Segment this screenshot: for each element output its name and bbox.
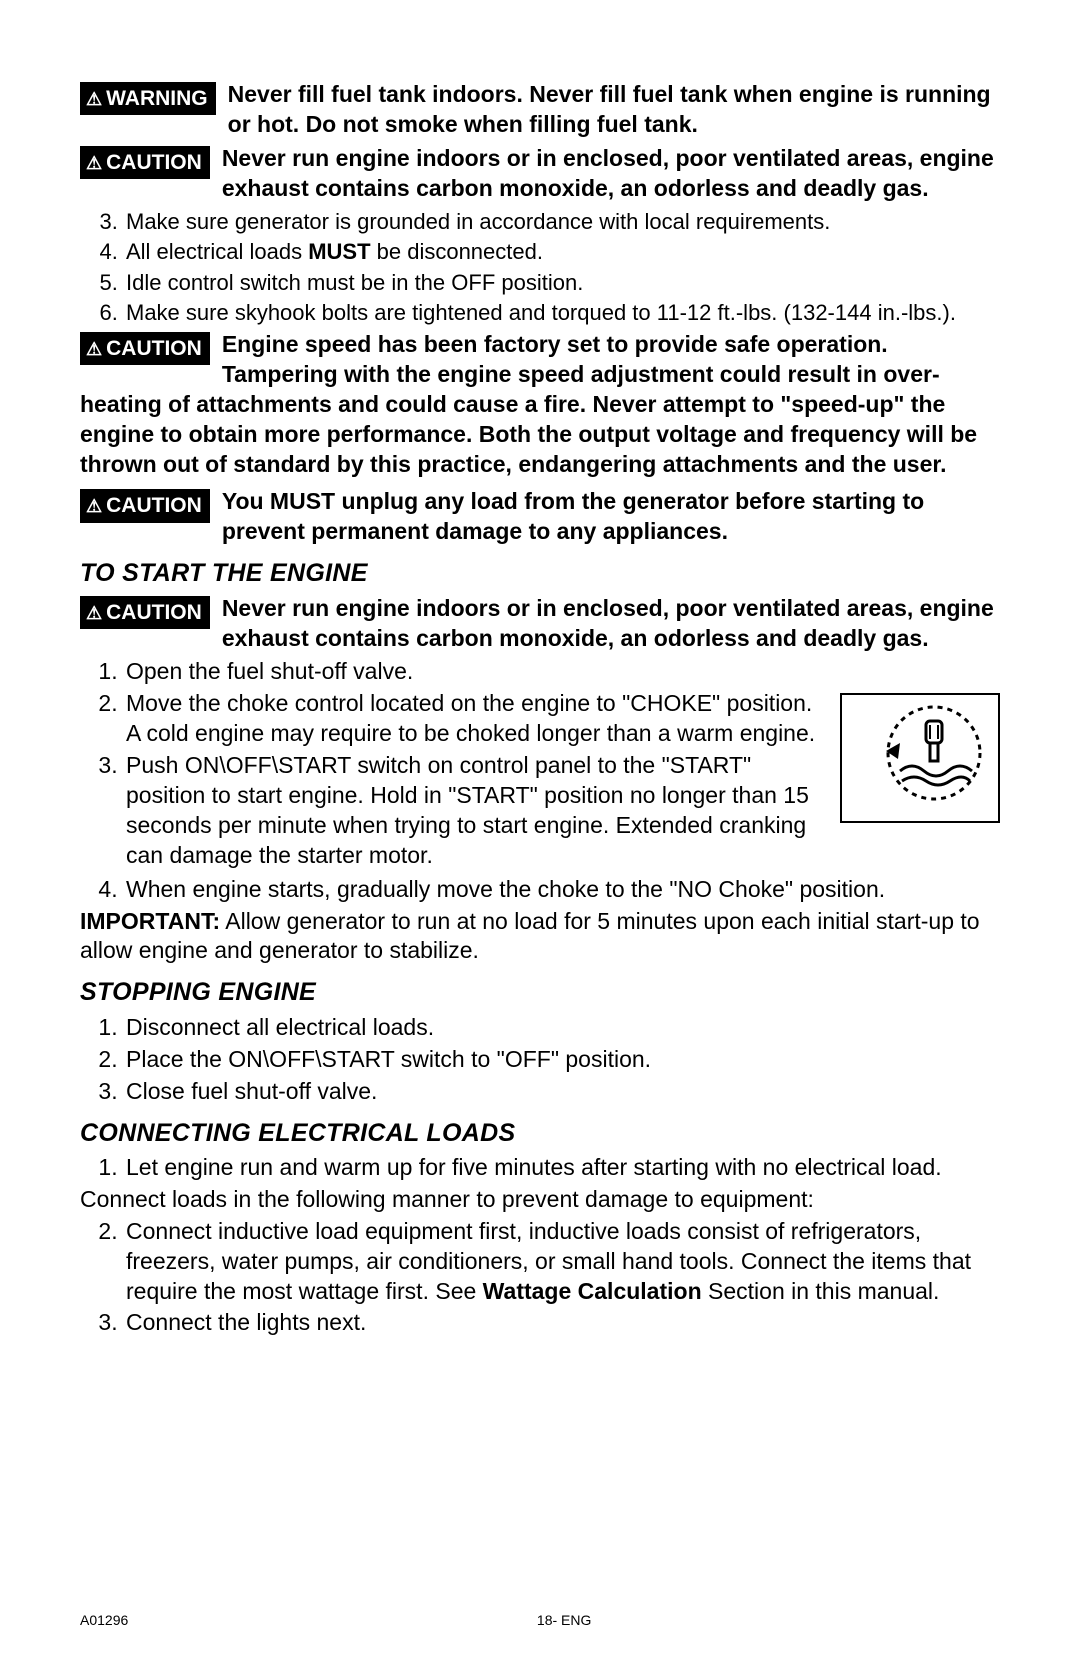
warning-fuel-text: Never fill fuel tank indoors. Never fill… bbox=[228, 80, 1000, 140]
doc-code: A01296 bbox=[80, 1611, 128, 1629]
connect-list: Let engine run and warm up for five minu… bbox=[80, 1153, 1000, 1183]
list-item: Close fuel shut-off valve. bbox=[124, 1077, 1000, 1107]
list-item: Make sure generator is grounded in accor… bbox=[124, 208, 1000, 237]
list-item: Let engine run and warm up for five minu… bbox=[124, 1153, 1000, 1183]
caution-indoors-text: Never run engine indoors or in enclosed,… bbox=[222, 144, 1000, 204]
list-item: Place the ON\OFF\START switch to "OFF" p… bbox=[124, 1045, 1000, 1075]
caution-start-text: Never run engine indoors or in enclosed,… bbox=[222, 595, 994, 651]
list-item: All electrical loads MUST be disconnecte… bbox=[124, 238, 1000, 267]
connect-list-2: Connect inductive load equipment first, … bbox=[80, 1217, 1000, 1339]
list-item: When engine starts, gradually move the c… bbox=[124, 875, 1000, 905]
list-item: Make sure skyhook bolts are tightened an… bbox=[124, 299, 1000, 328]
caution-badge: CAUTION bbox=[80, 596, 210, 629]
caution-speed-block: CAUTION Engine speed has been factory se… bbox=[80, 330, 1000, 479]
list-item: Connect the lights next. bbox=[124, 1308, 1000, 1338]
section-connecting-loads: CONNECTING ELECTRICAL LOADS bbox=[80, 1117, 1000, 1150]
caution-label: CAUTION bbox=[106, 151, 202, 174]
warning-badge: WARNING bbox=[80, 82, 216, 115]
caution-unplug-text: You MUST unplug any load from the genera… bbox=[222, 487, 1000, 547]
list-item: Idle control switch must be in the OFF p… bbox=[124, 269, 1000, 298]
important-label: IMPORTANT: bbox=[80, 908, 220, 934]
caution-unplug-block: CAUTION You MUST unplug any load from th… bbox=[80, 487, 1000, 547]
caution-badge: CAUTION bbox=[80, 489, 210, 522]
stop-list: Disconnect all electrical loads. Place t… bbox=[80, 1013, 1000, 1107]
start-list: Open the fuel shut-off valve. bbox=[80, 657, 1000, 687]
caution-speed-text: Engine speed has been factory set to pro… bbox=[80, 331, 977, 477]
section-stopping-engine: STOPPING ENGINE bbox=[80, 976, 1000, 1009]
warning-label: WARNING bbox=[106, 87, 208, 110]
list-item: Open the fuel shut-off valve. bbox=[124, 657, 1000, 687]
start-list-cont2: When engine starts, gradually move the c… bbox=[80, 875, 1000, 905]
caution-start-block: CAUTION Never run engine indoors or in e… bbox=[80, 594, 1000, 654]
section-start-engine: TO START THE ENGINE bbox=[80, 557, 1000, 590]
choke-figure bbox=[840, 693, 1000, 823]
caution-badge: CAUTION bbox=[80, 146, 210, 179]
list-item: Disconnect all electrical loads. bbox=[124, 1013, 1000, 1043]
connect-intro: Connect loads in the following manner to… bbox=[80, 1185, 1000, 1215]
important-block: IMPORTANT: Allow generator to run at no … bbox=[80, 907, 1000, 967]
manual-page: WARNING Never fill fuel tank indoors. Ne… bbox=[0, 0, 1080, 1669]
list-item: Connect inductive load equipment first, … bbox=[124, 1217, 1000, 1307]
page-number: 18- ENG bbox=[80, 1611, 1000, 1629]
caution-indoors-block: CAUTION Never run engine indoors or in e… bbox=[80, 144, 1000, 204]
prep-list: Make sure generator is grounded in accor… bbox=[80, 208, 1000, 328]
page-footer: A01296 18- ENG bbox=[80, 1611, 1000, 1629]
caution-badge: CAUTION bbox=[80, 332, 210, 365]
warning-fuel-block: WARNING Never fill fuel tank indoors. Ne… bbox=[80, 80, 1000, 140]
